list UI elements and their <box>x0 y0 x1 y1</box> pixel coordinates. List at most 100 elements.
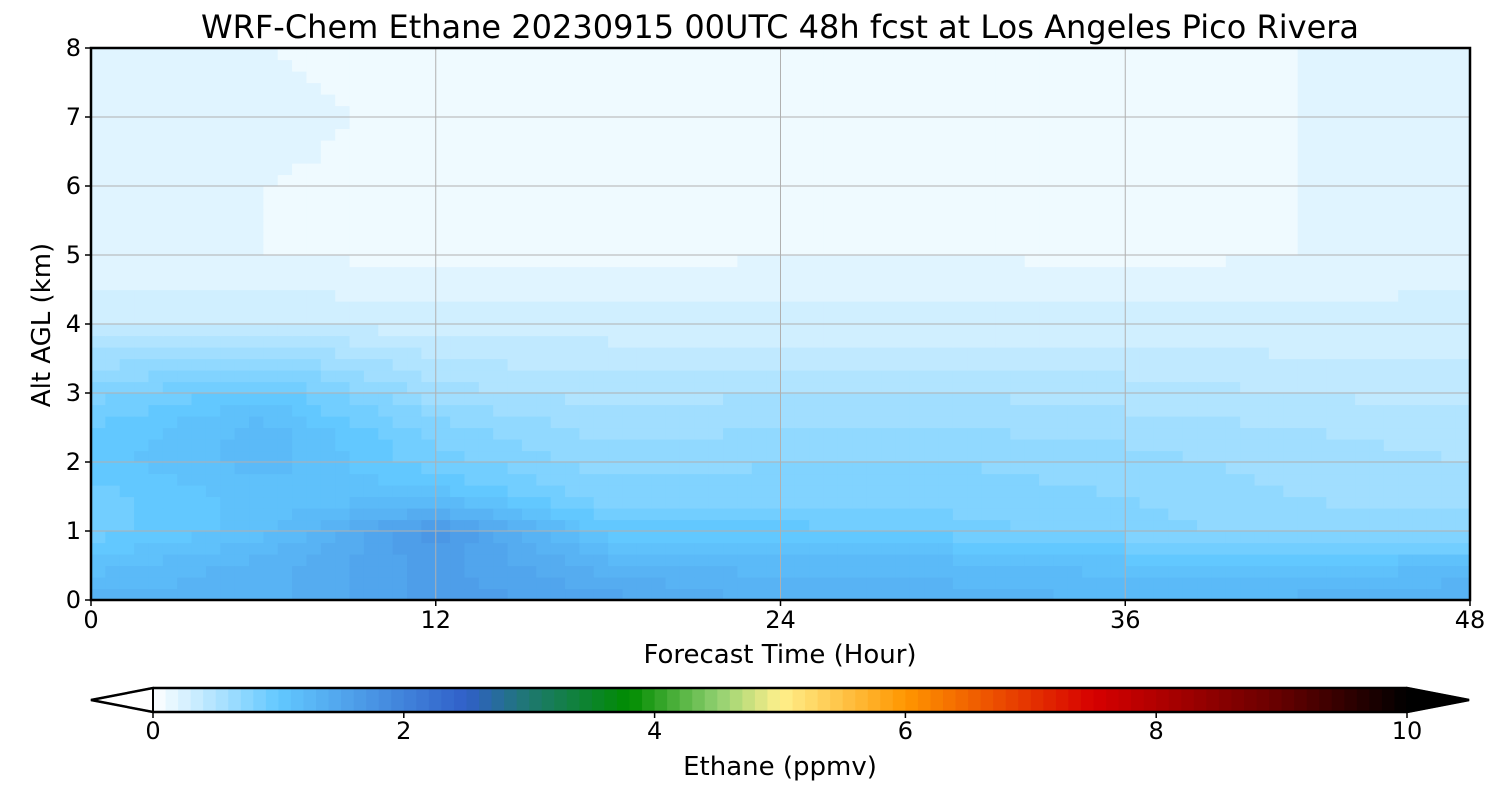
heatmap-cell <box>1355 450 1371 463</box>
heatmap-cell <box>91 347 106 360</box>
heatmap-cell <box>335 128 351 141</box>
heatmap-cell <box>1197 174 1213 187</box>
heatmap-cell <box>766 71 782 84</box>
heatmap-cell <box>1340 117 1356 130</box>
heatmap-cell <box>1369 588 1385 601</box>
colorbar-segment <box>566 688 580 712</box>
heatmap-cell <box>766 324 782 337</box>
heatmap-cell <box>593 588 609 601</box>
heatmap-cell <box>1355 577 1371 590</box>
heatmap-cell <box>320 232 336 245</box>
heatmap-cell <box>1039 531 1055 544</box>
heatmap-cell <box>263 519 279 532</box>
heatmap-cell <box>837 128 853 141</box>
heatmap-cell <box>909 427 925 440</box>
heatmap-cell <box>938 542 954 555</box>
heatmap-cell <box>852 209 868 222</box>
heatmap-cell <box>608 531 624 544</box>
heatmap-cell <box>1283 266 1299 279</box>
heatmap-cell <box>249 393 264 406</box>
heatmap-cell <box>1383 358 1399 371</box>
heatmap-cell <box>134 312 150 325</box>
heatmap-cell <box>823 485 839 498</box>
heatmap-cell <box>766 335 782 348</box>
heatmap-cell <box>521 358 537 371</box>
heatmap-cell <box>636 462 652 475</box>
heatmap-cell <box>363 531 379 544</box>
heatmap-cell <box>593 542 609 555</box>
heatmap-cell <box>1082 163 1098 176</box>
heatmap-cell <box>751 577 767 590</box>
heatmap-cell <box>205 301 221 314</box>
heatmap-cell <box>493 531 509 544</box>
heatmap-cell <box>1326 59 1342 72</box>
heatmap-cell <box>636 335 652 348</box>
heatmap-cell <box>1153 220 1169 233</box>
heatmap-cell <box>507 312 523 325</box>
heatmap-cell <box>723 324 738 337</box>
heatmap-cell <box>866 312 882 325</box>
heatmap-cell <box>952 48 968 61</box>
heatmap-cell <box>579 151 595 164</box>
heatmap-cell <box>249 508 264 521</box>
heatmap-cell <box>191 427 207 440</box>
heatmap-cell <box>191 174 207 187</box>
heatmap-cell <box>938 278 954 291</box>
heatmap-cell <box>1383 59 1399 72</box>
heatmap-cell <box>1297 393 1313 406</box>
heatmap-cell <box>1383 289 1399 302</box>
heatmap-cell <box>1340 439 1356 452</box>
heatmap-cell <box>1426 105 1442 118</box>
heatmap-cell <box>1125 278 1141 291</box>
heatmap-cell <box>162 48 178 61</box>
heatmap-cell <box>363 289 379 302</box>
heatmap-cell <box>967 71 983 84</box>
heatmap-cell <box>507 186 523 199</box>
heatmap-cell <box>1297 588 1313 601</box>
heatmap-cell <box>679 393 695 406</box>
heatmap-cell <box>1268 82 1284 95</box>
heatmap-cell <box>1082 416 1098 429</box>
heatmap-cell <box>1211 243 1227 256</box>
heatmap-cell <box>794 416 810 429</box>
heatmap-cell <box>823 140 839 153</box>
heatmap-cell <box>536 128 552 141</box>
heatmap-cell <box>507 151 523 164</box>
heatmap-cell <box>852 48 868 61</box>
heatmap-cell <box>579 186 595 199</box>
heatmap-cell <box>708 220 724 233</box>
heatmap-cell <box>579 439 595 452</box>
heatmap-cell <box>837 450 853 463</box>
heatmap-cell <box>1139 140 1155 153</box>
heatmap-cell <box>407 508 422 521</box>
heatmap-cell <box>708 370 724 383</box>
heatmap-cell <box>536 381 552 394</box>
heatmap-cell <box>665 266 681 279</box>
heatmap-cell <box>1254 151 1270 164</box>
heatmap-cell <box>1168 255 1184 268</box>
heatmap-cell <box>1268 588 1284 601</box>
heatmap-cell <box>349 220 365 233</box>
heatmap-cell <box>421 243 437 256</box>
heatmap-cell <box>119 197 135 210</box>
heatmap-cell <box>995 243 1011 256</box>
heatmap-cell <box>1283 519 1299 532</box>
heatmap-cell <box>881 427 897 440</box>
heatmap-cell <box>1283 324 1299 337</box>
heatmap-cell <box>335 588 351 601</box>
heatmap-cell <box>392 209 408 222</box>
heatmap-cell <box>536 94 552 107</box>
heatmap-cell <box>1053 59 1069 72</box>
heatmap-cell <box>924 278 940 291</box>
heatmap-cell <box>1426 565 1442 578</box>
heatmap-cell <box>866 94 882 107</box>
heatmap-cell <box>1340 151 1356 164</box>
heatmap-cell <box>1254 163 1270 176</box>
heatmap-cell <box>895 531 911 544</box>
heatmap-cell <box>622 588 638 601</box>
heatmap-cell <box>1211 117 1227 130</box>
heatmap-cell <box>1254 209 1270 222</box>
heatmap-cell <box>205 542 221 555</box>
heatmap-cell <box>895 496 911 509</box>
heatmap-cell <box>392 577 408 590</box>
